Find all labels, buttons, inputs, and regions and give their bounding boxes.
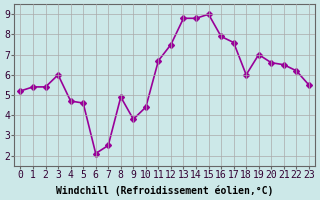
X-axis label: Windchill (Refroidissement éolien,°C): Windchill (Refroidissement éolien,°C): [56, 185, 273, 196]
